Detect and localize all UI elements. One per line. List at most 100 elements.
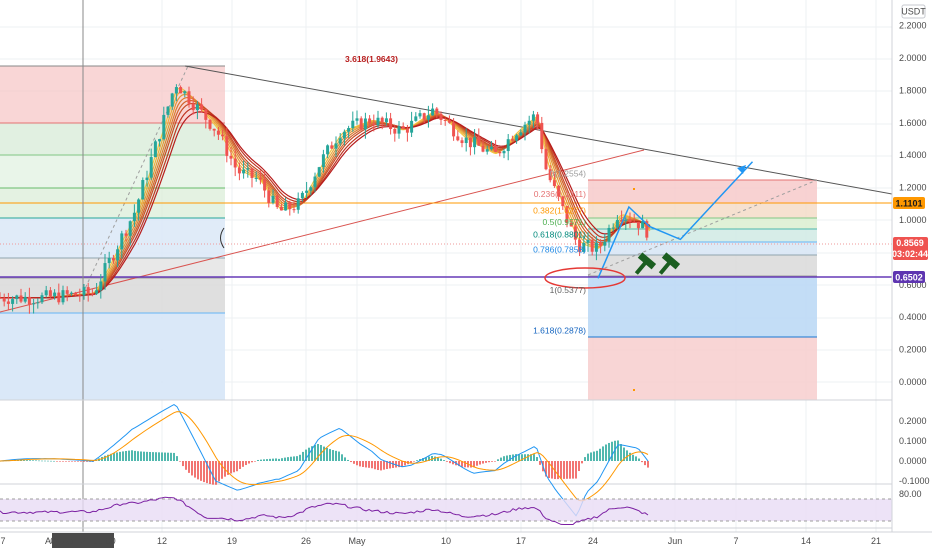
hammer-icon [634, 252, 657, 275]
macd-histogram-bar [200, 461, 202, 481]
macd-histogram-bar [128, 450, 130, 461]
macd-histogram-bar [617, 440, 619, 461]
price-tick-label: 0.0000 [899, 377, 927, 387]
macd-histogram-bar [590, 452, 592, 461]
candle-body [334, 143, 338, 149]
candle-body [141, 180, 145, 200]
svg-text:0.8569: 0.8569 [896, 238, 924, 248]
candle-body [174, 87, 178, 94]
red-circle-annotation [544, 267, 626, 289]
price-scale [892, 0, 932, 532]
macd-tick-label: 0.2000 [899, 416, 927, 426]
macd-histogram-bar [56, 461, 58, 462]
candle-body [61, 290, 65, 303]
macd-histogram-bar [602, 446, 604, 461]
macd-histogram-bar [287, 457, 289, 461]
macd-histogram-bar [32, 460, 34, 461]
candle-body [321, 154, 325, 168]
macd-histogram-bar [152, 452, 154, 461]
candle-body [179, 87, 183, 94]
macd-histogram-bar [440, 458, 442, 461]
rsi-tick-label: 80.00 [899, 489, 922, 499]
macd-histogram-bar [149, 451, 151, 461]
candle-body [435, 108, 439, 114]
macd-histogram-bar [536, 457, 538, 461]
price-tick-label: 1.2000 [899, 183, 927, 193]
macd-histogram-bar [338, 451, 340, 461]
macd-histogram-bar [494, 461, 496, 462]
macd-histogram-bar [236, 461, 238, 472]
macd-histogram-bar [188, 461, 190, 473]
macd-histogram-bar [29, 460, 31, 461]
right-fib-zones [588, 179, 817, 400]
fib-level-label: 0.382(1.0277) [533, 206, 586, 216]
macd-histogram-bar [116, 452, 118, 461]
macd-histogram-bar [545, 461, 547, 477]
macd-histogram-bar [281, 458, 283, 461]
macd-histogram [0, 440, 649, 485]
macd-histogram-bar [563, 461, 565, 479]
candle-body [69, 292, 73, 294]
candle-body [573, 226, 577, 240]
candle-body [620, 220, 624, 222]
candle-body [473, 137, 477, 148]
macd-histogram-bar [311, 446, 313, 461]
macd-histogram-bar [347, 459, 349, 461]
macd-histogram-bar [479, 461, 481, 465]
fib-labels: 1.618(0.2878) 1(0.5377) 0.786(0.7858) 0.618… [533, 169, 586, 336]
candle-body [296, 198, 300, 210]
candle-body [124, 233, 128, 236]
time-tick-label: 14 [801, 536, 811, 546]
currency-button[interactable]: USDT [901, 4, 926, 19]
macd-histogram-bar [53, 460, 55, 462]
macd-histogram-bar [620, 444, 622, 461]
macd-histogram-bar [491, 461, 493, 462]
macd-histogram-bar [608, 442, 610, 461]
price-tick-label: 1.4000 [899, 150, 927, 160]
macd-histogram-bar [527, 454, 529, 461]
candle-body [250, 168, 254, 178]
candle-body [221, 134, 225, 137]
price-tick-label: 0.4000 [899, 312, 927, 322]
macd-histogram-bar [416, 460, 418, 461]
macd-histogram-bar [125, 450, 127, 461]
candle-body [460, 140, 464, 144]
svg-text:0.6502: 0.6502 [895, 273, 923, 283]
macd-histogram-bar [359, 461, 361, 467]
candle-body [611, 227, 615, 229]
macd-histogram-bar [464, 461, 466, 468]
fib-markers [633, 188, 635, 391]
macd-histogram-bar [26, 460, 28, 461]
candle-body [347, 128, 351, 132]
candle-body [410, 120, 414, 133]
macd-histogram-bar [329, 449, 331, 461]
time-tick-label: 19 [227, 536, 237, 546]
candle-body [502, 151, 506, 154]
candle-body [137, 199, 141, 213]
candle-body [372, 123, 376, 126]
macd-histogram-bar [134, 450, 136, 461]
macd-histogram-bar [44, 460, 46, 462]
time-tick-label: 26 [301, 536, 311, 546]
macd-histogram-bar [437, 457, 439, 461]
macd-histogram-bar [611, 441, 613, 461]
macd-histogram-bar [275, 458, 277, 461]
candle-body [300, 192, 304, 199]
macd-histogram-bar [458, 461, 460, 467]
macd-histogram-bar [215, 461, 217, 485]
fib-level-label: 0(1.2554) [550, 169, 587, 179]
candle-body [561, 196, 565, 207]
candle-body [128, 221, 132, 236]
candles [0, 84, 649, 314]
candle-body [519, 132, 523, 136]
macd-histogram-bar [23, 460, 25, 461]
candle-body [36, 302, 40, 304]
macd-histogram-bar [392, 461, 394, 468]
macd-histogram-bar [572, 461, 574, 479]
macd-histogram-bar [335, 450, 337, 461]
candle-body [632, 221, 636, 223]
macd-histogram-bar [365, 461, 367, 468]
candle-body [288, 202, 292, 210]
macd-histogram-bar [80, 461, 82, 462]
